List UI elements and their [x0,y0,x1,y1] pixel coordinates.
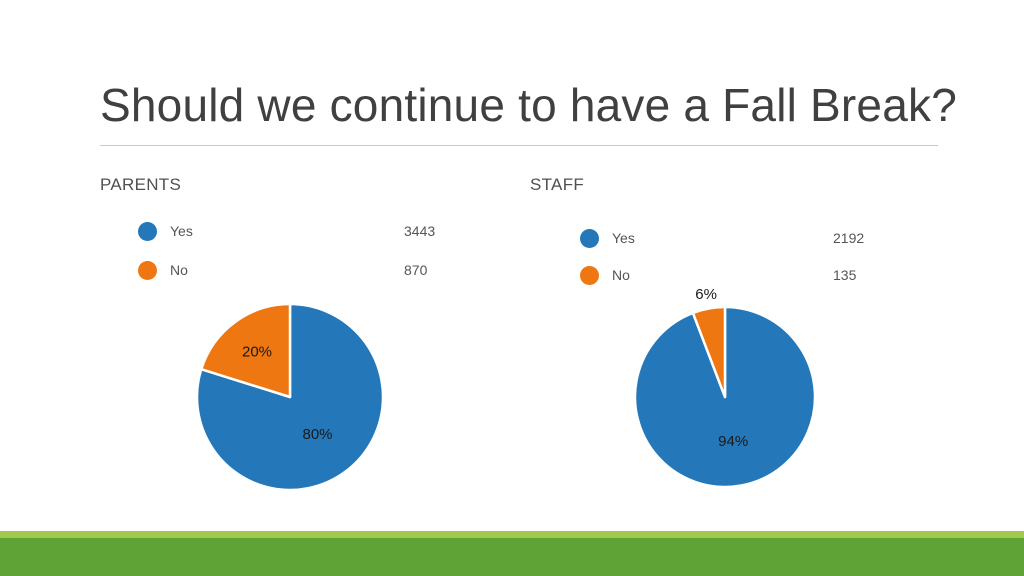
staff-heading: STAFF [530,175,585,194]
slide-title: Should we continue to have a Fall Break? [100,79,957,131]
staff-legend-yes-swatch [580,229,599,248]
parents-pct-label-yes: 80% [302,426,332,443]
parents-pct-label-no: 20% [242,344,272,361]
staff-pie-chart: 94% 6% [633,286,817,489]
parents-legend-no-label: No [170,262,188,278]
footer-bar [0,538,1024,576]
parents-legend-yes-count: 3443 [404,223,436,239]
staff-legend-no-label: No [612,267,630,283]
footer-accent-bar [0,531,1024,538]
staff-pct-label-yes: 94% [718,433,748,450]
parents-heading: PARENTS [100,175,182,194]
parents-slice-no [200,302,292,399]
staff-slice-no [691,305,727,399]
parents-legend-no-count: 870 [404,262,428,278]
staff-legend-no-count: 135 [833,267,857,283]
parents-legend-yes-swatch [138,222,157,241]
parents-legend-yes-label: Yes [170,223,193,239]
staff-pct-label-no: 6% [695,286,717,303]
staff-legend-yes-count: 2192 [833,230,865,246]
parents-legend-no-swatch [138,261,157,280]
title-divider [100,145,938,146]
staff-legend-yes-label: Yes [612,230,635,246]
parents-pie-chart: 80% 20% [195,302,385,492]
staff-legend-no-swatch [580,266,599,285]
